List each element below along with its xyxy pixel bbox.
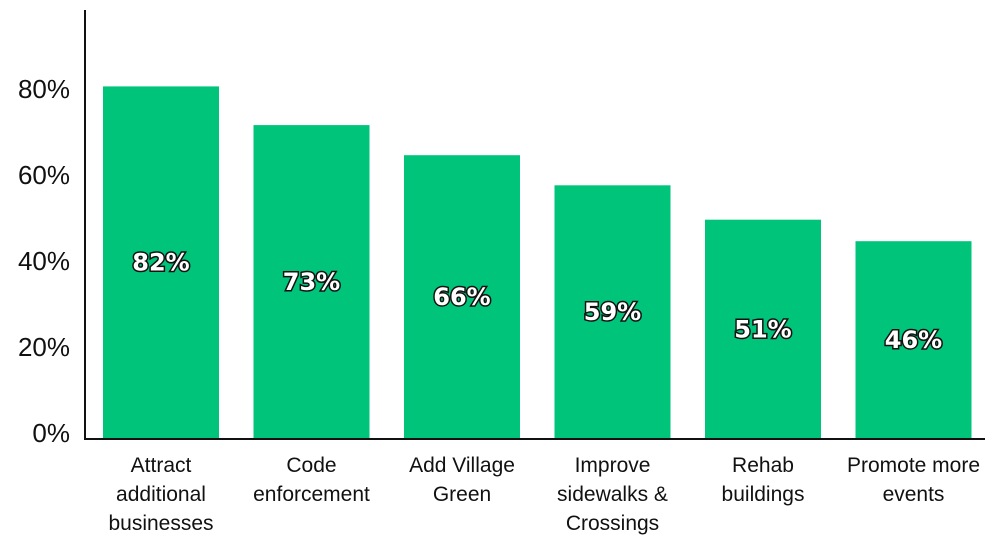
bar — [705, 219, 821, 439]
x-tick-label-line: Crossings — [566, 512, 659, 535]
data-labels-layer: 82% 73% 66% 59% 51% 46% — [131, 247, 944, 355]
bar — [253, 125, 370, 439]
x-tick-label-line: Rehab — [732, 454, 794, 477]
y-tick-label: 60% — [18, 160, 70, 190]
bar — [554, 185, 671, 439]
bar-data-label: 59% — [584, 298, 641, 326]
bar-data-label: 66% — [433, 283, 490, 311]
x-tick-label: Promote more events — [847, 454, 980, 506]
x-tick-label-line: additional — [116, 483, 206, 506]
y-tick-label: 80% — [18, 74, 70, 104]
x-tick-label: Add Village Green — [409, 454, 515, 506]
bar — [855, 241, 972, 439]
bar-data-label: 73% — [283, 268, 340, 296]
y-tick-label: 20% — [18, 332, 70, 362]
bar-data-label: 51% — [734, 315, 791, 343]
x-tick-label-line: Attract — [131, 454, 192, 477]
x-tick-label-line: events — [883, 483, 945, 506]
x-tick-label-line: Improve — [575, 454, 651, 477]
y-axis-ticks: 0% 20% 40% 60% 80% — [18, 74, 70, 448]
x-tick-label-line: Promote more — [847, 454, 980, 477]
bar-data-label: 46% — [885, 326, 942, 354]
x-tick-label: Improve sidewalks & Crossings — [557, 454, 668, 535]
x-tick-label-line: sidewalks & — [557, 483, 668, 506]
x-tick-label: Code enforcement — [253, 454, 370, 506]
bar — [103, 86, 219, 440]
x-tick-label-line: Add Village — [409, 454, 515, 477]
x-tick-label-line: Code — [286, 454, 336, 477]
x-tick-label-line: enforcement — [253, 483, 370, 506]
x-tick-label-line: businesses — [108, 512, 213, 535]
y-tick-label: 0% — [32, 418, 70, 448]
bars-layer — [103, 86, 972, 440]
x-tick-label-line: Green — [433, 483, 491, 506]
x-tick-label: Attract additional businesses — [108, 454, 213, 535]
bar — [404, 155, 520, 439]
x-tick-label-line: buildings — [722, 483, 805, 506]
bar-data-label: 82% — [132, 249, 189, 277]
x-axis-ticks: Attract additional businesses Code enforceme… — [108, 454, 980, 535]
y-tick-label: 40% — [18, 246, 70, 276]
x-tick-label: Rehab buildings — [722, 454, 805, 506]
